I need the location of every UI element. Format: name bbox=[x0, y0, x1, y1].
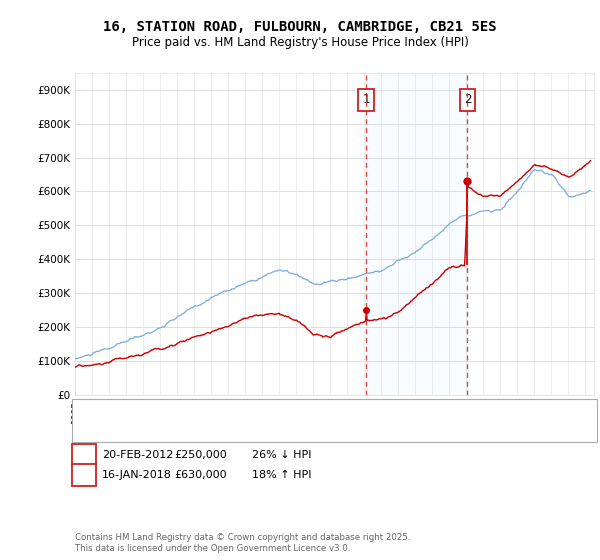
Text: 1: 1 bbox=[362, 94, 370, 106]
Text: 2: 2 bbox=[464, 94, 471, 106]
Text: 1: 1 bbox=[80, 448, 88, 461]
Text: ——: —— bbox=[86, 424, 110, 438]
Text: 2: 2 bbox=[80, 468, 88, 482]
Text: ——: —— bbox=[86, 407, 110, 419]
Bar bbox=[367, 73, 467, 395]
Text: 20-FEB-2012: 20-FEB-2012 bbox=[102, 450, 173, 460]
Text: £250,000: £250,000 bbox=[174, 450, 227, 460]
Text: £630,000: £630,000 bbox=[174, 470, 227, 480]
Text: HPI: Average price, detached house, South Cambridgeshire: HPI: Average price, detached house, Sout… bbox=[113, 426, 403, 436]
Text: 16, STATION ROAD, FULBOURN, CAMBRIDGE, CB21 5ES (detached house): 16, STATION ROAD, FULBOURN, CAMBRIDGE, C… bbox=[113, 408, 473, 418]
Text: Price paid vs. HM Land Registry's House Price Index (HPI): Price paid vs. HM Land Registry's House … bbox=[131, 36, 469, 49]
Text: 16-JAN-2018: 16-JAN-2018 bbox=[102, 470, 172, 480]
Text: 16, STATION ROAD, FULBOURN, CAMBRIDGE, CB21 5ES: 16, STATION ROAD, FULBOURN, CAMBRIDGE, C… bbox=[103, 20, 497, 34]
Text: 18% ↑ HPI: 18% ↑ HPI bbox=[252, 470, 311, 480]
Text: 26% ↓ HPI: 26% ↓ HPI bbox=[252, 450, 311, 460]
Text: Contains HM Land Registry data © Crown copyright and database right 2025.
This d: Contains HM Land Registry data © Crown c… bbox=[75, 533, 410, 553]
